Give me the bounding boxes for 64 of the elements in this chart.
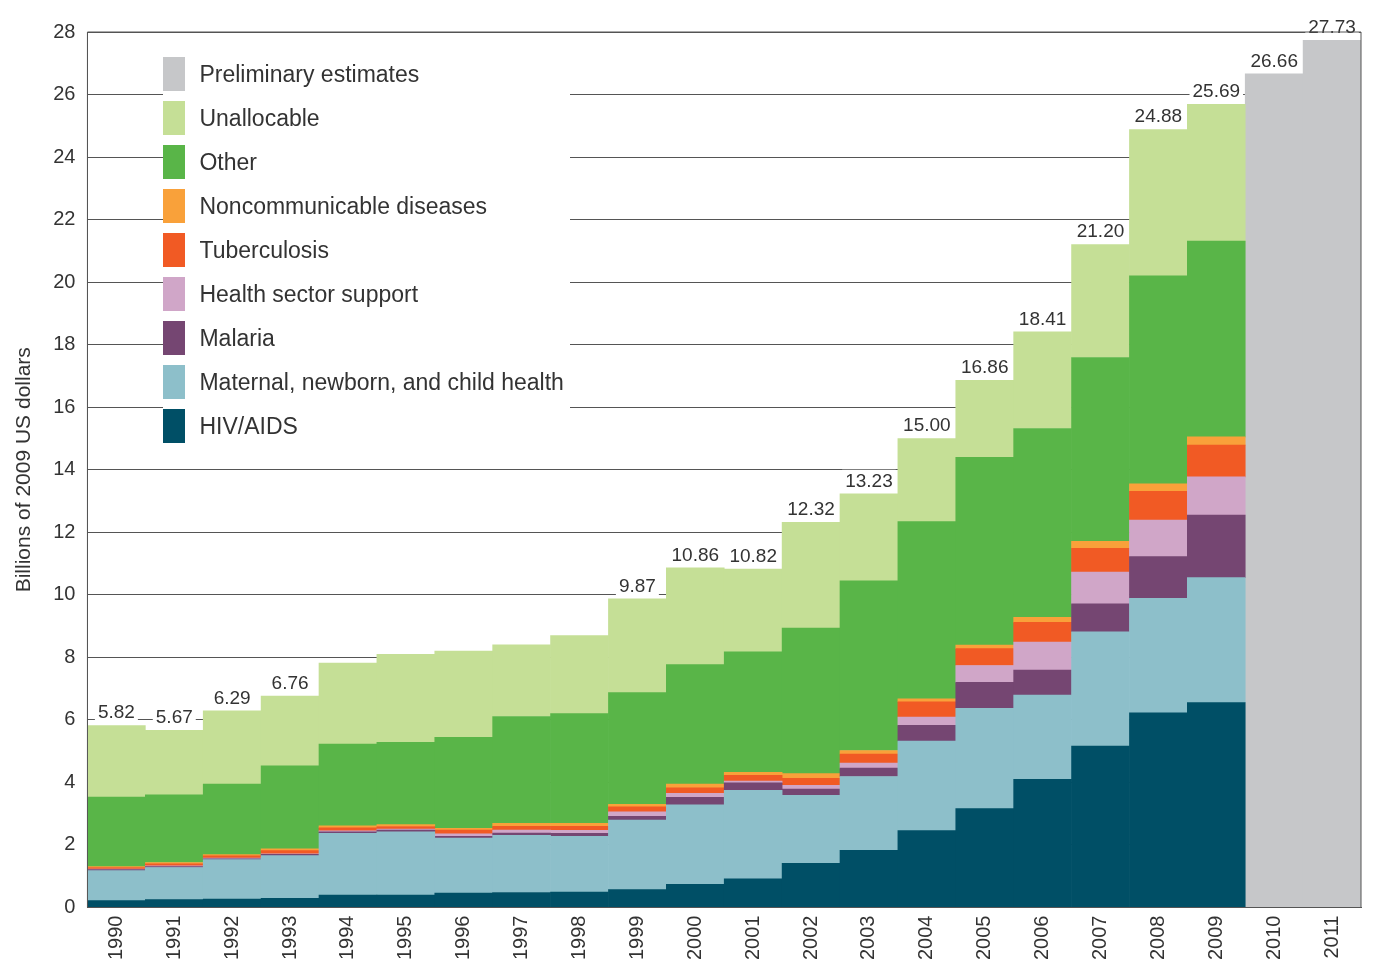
- y-tick-label: 4: [64, 769, 76, 792]
- total-label: 12.32: [787, 498, 835, 520]
- x-tick-label: 1994: [335, 915, 358, 961]
- x-tick-label: 1993: [277, 915, 300, 961]
- y-tick-label: 6: [64, 707, 76, 730]
- legend-label: Health sector support: [199, 280, 419, 308]
- x-tick-label: 2010: [1261, 915, 1284, 961]
- total-label: 15.00: [903, 414, 951, 436]
- y-tick-label: 18: [53, 332, 76, 355]
- legend-label: Preliminary estimates: [199, 60, 420, 88]
- x-tick-label: 2005: [972, 915, 995, 961]
- legend-label: Malaria: [199, 324, 275, 352]
- x-tick-label: 2001: [740, 915, 763, 961]
- x-tick-label: 1990: [103, 915, 126, 961]
- x-tick-label: 2008: [1145, 915, 1168, 961]
- legend-label: Unallocable: [199, 104, 320, 132]
- y-tick-label: 0: [64, 895, 76, 918]
- x-tick-label: 2000: [682, 915, 705, 961]
- y-tick-label: 10: [53, 582, 76, 605]
- y-tick-label: 28: [53, 19, 76, 42]
- total-label: 5.82: [97, 701, 135, 723]
- legend-label: HIV/AIDS: [199, 412, 298, 440]
- total-label: 10.86: [671, 543, 720, 565]
- legend-label: Tuberculosis: [199, 236, 329, 264]
- total-label: 5.67: [155, 705, 193, 727]
- y-tick-label: 12: [53, 519, 76, 542]
- total-label: 21.20: [1076, 220, 1125, 242]
- total-label: 24.88: [1134, 105, 1183, 127]
- x-tick-label: 1991: [161, 915, 184, 961]
- x-tick-label: 1999: [624, 915, 647, 961]
- x-tick-label: 2006: [1030, 915, 1053, 961]
- y-tick-label: 8: [64, 644, 76, 667]
- total-label: 13.23: [845, 469, 893, 491]
- x-tick-label: 2003: [856, 915, 879, 961]
- x-tick-label: 2011: [1319, 915, 1342, 959]
- x-tick-label: 2007: [1088, 915, 1111, 961]
- total-label: 26.66: [1250, 49, 1298, 71]
- y-tick-label: 16: [53, 394, 76, 417]
- y-tick-label: 20: [53, 269, 76, 292]
- total-label: 6.76: [271, 671, 309, 693]
- x-tick-label: 1992: [219, 915, 242, 961]
- y-tick-label: 24: [53, 144, 76, 167]
- legend-label: Other: [199, 148, 257, 176]
- y-tick-label: 22: [53, 207, 76, 230]
- legend-label: Noncommunicable diseases: [199, 192, 488, 220]
- x-tick-label: 2009: [1203, 915, 1226, 961]
- total-label: 9.87: [618, 574, 656, 596]
- total-label: 18.41: [1018, 307, 1067, 329]
- x-tick-label: 1996: [451, 915, 474, 961]
- y-tick-label: 2: [64, 832, 76, 855]
- y-tick-label: 14: [53, 457, 76, 480]
- y-tick-label: 26: [53, 82, 76, 105]
- total-label: 6.29: [213, 686, 251, 708]
- y-axis-title: Billions of 2009 US dollars: [11, 347, 35, 593]
- x-tick-label: 1998: [567, 915, 590, 961]
- x-tick-label: 1997: [509, 915, 532, 961]
- x-tick-label: 2004: [914, 915, 937, 961]
- x-tick-label: 1995: [393, 915, 416, 961]
- total-label: 27.73: [1308, 16, 1356, 38]
- total-label: 10.82: [729, 544, 777, 566]
- total-label: 16.86: [960, 356, 1009, 378]
- legend-label: Maternal, newborn, and child health: [199, 368, 564, 396]
- total-label: 25.69: [1192, 79, 1241, 101]
- x-tick-label: 2002: [798, 915, 821, 961]
